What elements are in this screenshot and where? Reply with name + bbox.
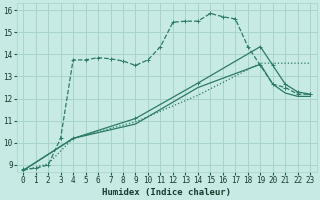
X-axis label: Humidex (Indice chaleur): Humidex (Indice chaleur) [102, 188, 231, 197]
